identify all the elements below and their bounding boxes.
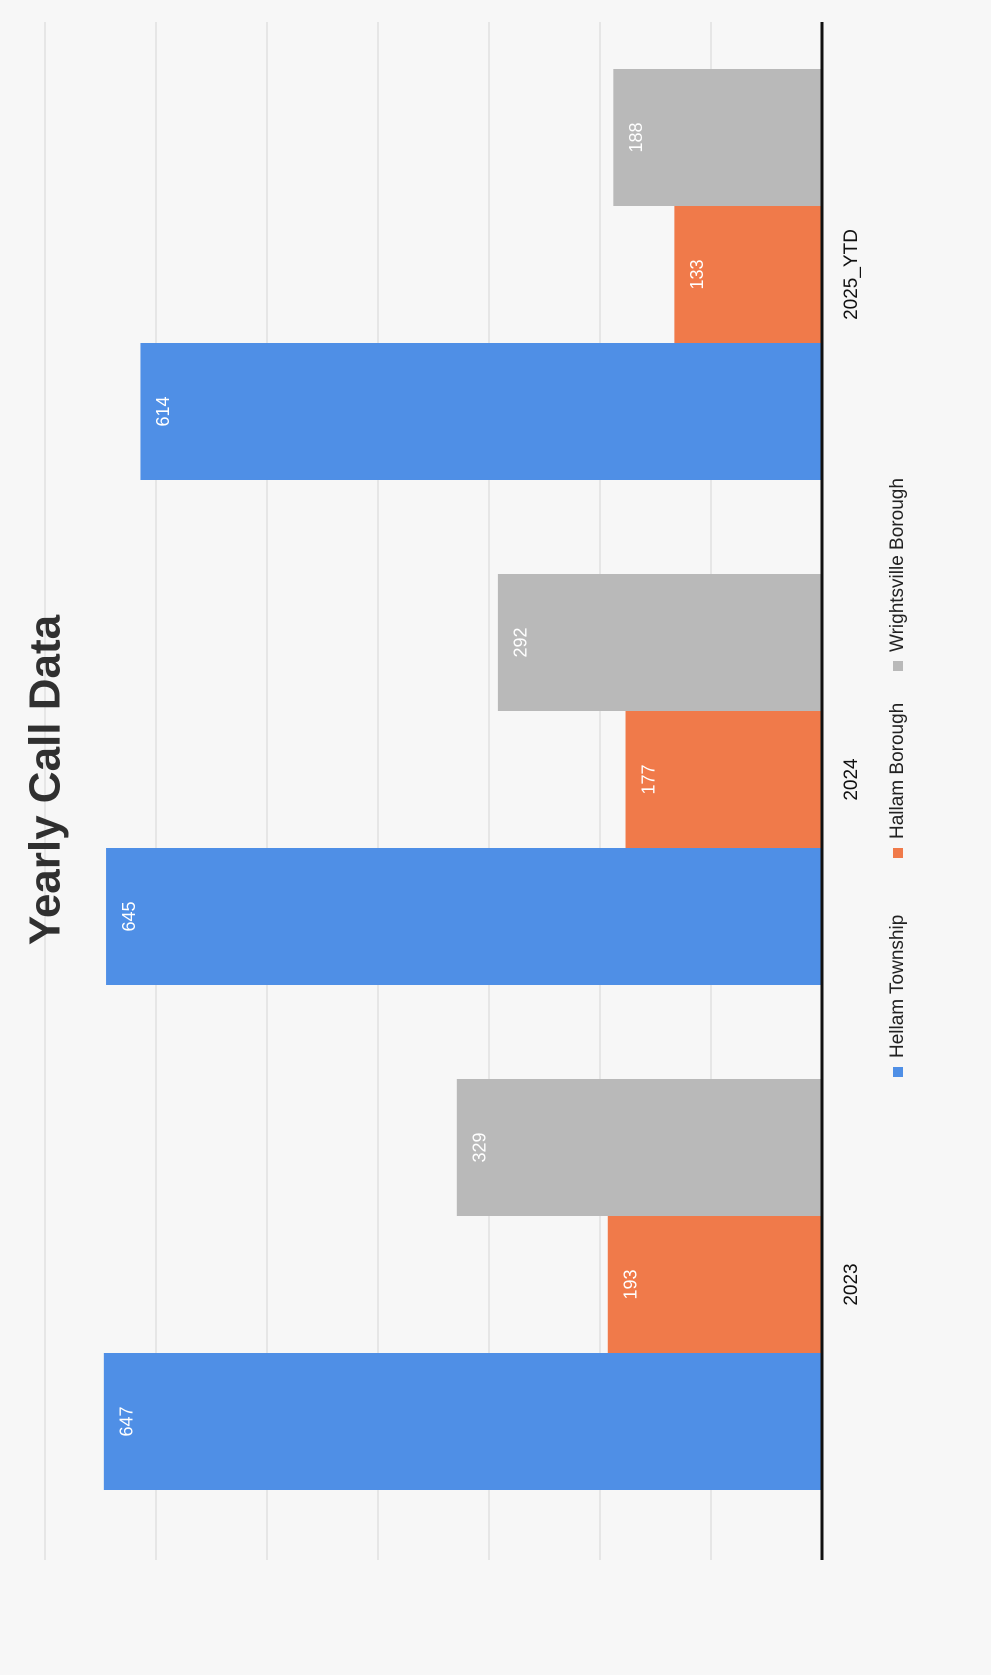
- category-labels: 2023 2024 2025_YTD: [841, 229, 862, 1306]
- data-label: 188: [626, 122, 646, 152]
- legend-label: Wrightsville Borough: [887, 478, 908, 652]
- category-label: 2023: [841, 1263, 862, 1305]
- bar-hellam-township-2024: [106, 848, 823, 985]
- data-labels: 647 193 329 645 177 292 614 133 188: [117, 122, 708, 1436]
- bar-wrightsville-borough-2024: [497, 574, 822, 711]
- bar-hallam-borough-2025_ytd: [674, 206, 822, 343]
- legend-swatch: [893, 1067, 903, 1077]
- legend-label: Hellam Township: [887, 915, 908, 1058]
- bar-wrightsville-borough-2023: [456, 1079, 822, 1216]
- bar-hellam-township-2025_ytd: [140, 343, 822, 480]
- bar-hallam-borough-2023: [607, 1216, 822, 1353]
- data-label: 193: [621, 1269, 641, 1299]
- data-label: 614: [153, 396, 173, 426]
- legend-swatch: [893, 848, 903, 858]
- data-label: 647: [117, 1406, 137, 1436]
- bar-wrightsville-borough-2025_ytd: [613, 69, 822, 206]
- category-label: 2024: [841, 758, 862, 801]
- data-label: 329: [470, 1132, 490, 1162]
- data-label: 292: [511, 627, 531, 657]
- data-label: 133: [687, 259, 707, 289]
- data-label: 645: [119, 901, 139, 931]
- bars: [103, 69, 823, 1490]
- legend-swatch: [893, 661, 903, 671]
- data-label: 177: [638, 764, 658, 794]
- legend: Hellam Township Hallam Borough Wrightsvill…: [887, 478, 908, 1077]
- chart-title: Yearly Call Data: [21, 614, 70, 945]
- category-label: 2025_YTD: [841, 229, 862, 320]
- legend-label: Hallam Borough: [887, 703, 908, 839]
- gridlines: [44, 22, 712, 1560]
- bar-hallam-borough-2024: [625, 711, 822, 848]
- bar-hellam-township-2023: [103, 1353, 822, 1490]
- chart-title-group: Yearly Call Data: [21, 614, 70, 945]
